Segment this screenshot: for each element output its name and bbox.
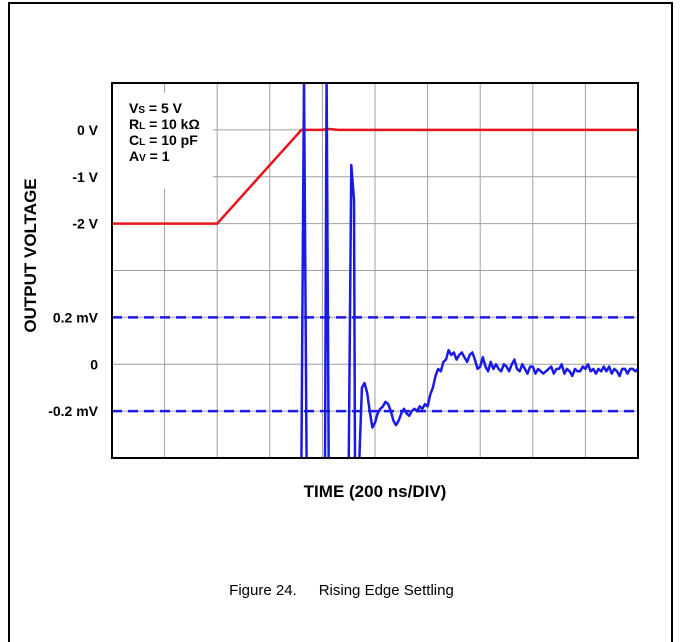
y-tick-label: -0.2 mV <box>48 403 98 419</box>
y-tick-label: 0 V <box>77 122 99 138</box>
y-axis-label: OUTPUT VOLTAGE <box>21 178 40 332</box>
condition-label: CL = 10 pF <box>129 132 198 148</box>
y-tick-label: -2 V <box>72 216 98 232</box>
figure-caption: Figure 24. Rising Edge Settling <box>0 582 683 599</box>
x-axis-label: TIME (200 ns/DIV) <box>304 482 447 501</box>
figure-frame <box>8 2 673 642</box>
y-tick-label: 0 <box>90 356 98 372</box>
series-line-settling-error <box>300 83 638 458</box>
caption-number: Figure 24. <box>229 582 297 599</box>
y-tick-label: 0.2 mV <box>53 309 99 325</box>
y-tick-label: -1 V <box>72 169 98 185</box>
condition-label: AV = 1 <box>129 148 170 164</box>
series-line-output-rising <box>112 127 638 225</box>
condition-label: VS = 5 V <box>129 100 183 116</box>
caption-title: Rising Edge Settling <box>318 582 454 599</box>
plot-border <box>111 82 639 459</box>
conditions-background <box>113 93 213 189</box>
condition-label: RL = 10 kΩ <box>129 116 200 132</box>
